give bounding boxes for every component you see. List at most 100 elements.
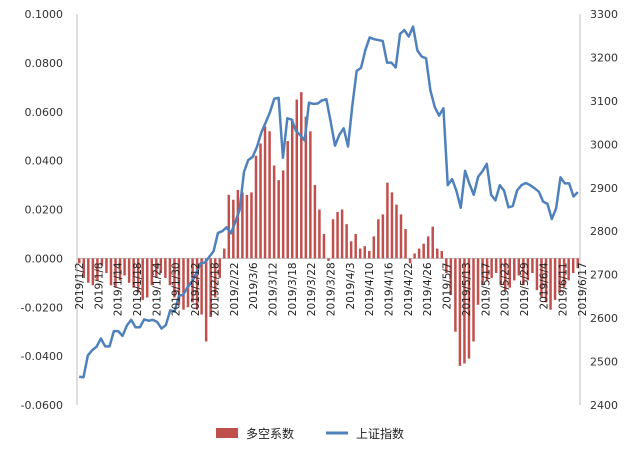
bar [123,258,126,276]
x-tick-label: 2019/1/14 [113,262,125,316]
index-line [79,25,579,379]
left-tick-label: 0.0600 [25,106,64,119]
bar [223,248,226,259]
bar [395,204,398,259]
bar [503,258,507,291]
bar [145,258,149,298]
bar [177,258,181,305]
bar [114,258,117,288]
bar [182,258,185,310]
x-tick-label: 2019/5/29 [519,262,531,316]
bar [200,258,203,315]
x-tick-label: 2019/1/30 [171,262,183,316]
x-tick-label: 2019/6/11 [558,262,570,316]
bar [159,258,163,274]
right-axis-ticks: 2400 2500 2600 2700 2800 2900 3000 3100 3200 3300 [590,8,618,412]
bar [436,248,439,259]
bar [204,258,208,342]
left-tick-label: 0.0200 [25,204,64,217]
bar [100,258,104,266]
bar [458,258,462,366]
bar [136,258,140,293]
x-tick-label: 2019/3/28 [326,262,338,316]
bar [291,119,294,259]
bar [281,170,285,259]
bar [399,214,403,259]
bar [349,241,353,259]
right-tick-label: 2800 [590,225,618,238]
x-tick-label: 2019/3/18 [287,262,299,316]
bar [571,258,575,274]
bar [336,211,339,259]
x-tick-label: 2019/4/10 [364,262,376,316]
bar [331,219,335,259]
x-tick-label: 2019/1/2 [74,262,86,309]
bar [417,248,421,259]
bar [540,258,543,298]
bar [558,258,561,293]
bar [454,258,457,332]
bar [431,226,434,259]
right-tick-label: 2400 [590,399,618,412]
x-tick-label: 2019/3/6 [248,262,260,309]
bar [327,258,330,261]
bar [78,258,81,264]
bar [345,224,348,259]
x-tick-label: 2019/4/26 [422,262,434,316]
left-axis-ticks: -0.0600 -0.0400 -0.0200 0.0000 0.0200 0.0400 0… [21,8,63,412]
bar [259,143,262,259]
bar [141,258,144,300]
bar [209,258,212,318]
x-tick-label: 2019/3/12 [267,262,279,316]
bar [268,131,271,259]
bar [322,233,326,259]
bar [531,258,534,274]
bar [544,258,548,303]
legend: 多空系数 上证指数 [216,426,404,441]
bar [227,194,231,259]
x-tick-label: 2019/2/22 [229,262,241,316]
bar [118,258,122,281]
bar [236,189,240,259]
bar [377,219,380,259]
bar [82,258,86,278]
bar [245,194,249,259]
bar [105,258,108,274]
x-tick-label: 2019/5/7 [442,262,454,309]
bar [499,258,502,286]
legend-swatch-bar [216,428,238,438]
bar [318,209,321,259]
bar [372,236,376,259]
x-tick-label: 2019/6/4 [538,262,550,309]
bar [562,258,566,288]
bar [340,209,344,259]
bar [485,258,489,281]
bar [87,258,90,283]
bar [241,192,244,259]
bar [445,258,448,274]
bar [549,258,552,310]
right-tick-label: 2700 [590,269,618,282]
left-tick-label: -0.0200 [21,301,63,314]
bar [413,253,416,259]
bar [286,141,289,259]
bar [91,258,95,286]
bar [195,258,199,310]
bar [277,180,280,259]
bar [422,243,425,259]
bar [186,258,190,308]
bar [127,258,131,283]
bar [304,116,308,259]
bar [313,185,317,259]
x-tick-label: 2019/1/24 [151,262,163,316]
left-tick-label: 0.0400 [25,155,64,168]
plot-frame [76,14,581,405]
bar [164,258,167,278]
x-tick-label: 2019/4/22 [403,262,415,316]
bar [363,246,366,259]
bar [576,258,579,269]
right-tick-label: 3000 [590,138,618,151]
bar [513,258,516,281]
bar [567,258,570,281]
